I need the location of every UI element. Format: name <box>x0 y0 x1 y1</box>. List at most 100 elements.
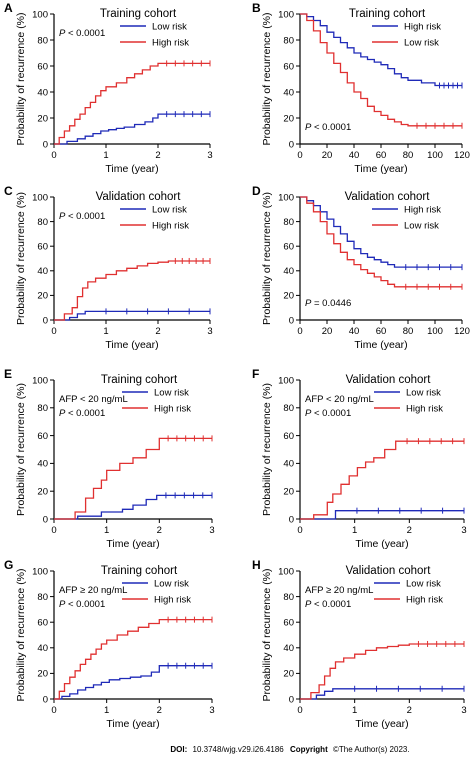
legend-label: High risk <box>404 205 441 216</box>
panel-letter: D <box>252 184 261 198</box>
annotation: P < 0.0001 <box>59 28 105 39</box>
y-tick-label: 0 <box>289 315 294 326</box>
y-tick-label: 40 <box>37 266 48 277</box>
panel-e: E 0 20 40 60 80 100 0 1 2 3 Time (year) Probability … <box>4 367 215 550</box>
x-tick-label: 0 <box>51 150 56 161</box>
km-curve <box>300 440 464 520</box>
km-curve <box>54 437 212 520</box>
y-tick-label: 80 <box>283 35 294 46</box>
y-tick-label: 0 <box>289 514 294 525</box>
legend-label: High risk <box>154 404 191 415</box>
x-tick-label: 2 <box>157 705 162 716</box>
panel-c: C 0 20 40 60 80 100 0 1 2 3 Time (year) Probability … <box>4 184 213 351</box>
y-tick-label: 80 <box>37 217 48 228</box>
annotation: P < 0.0001 <box>59 599 105 610</box>
x-tick-label: 40 <box>349 326 360 337</box>
x-tick-label: 2 <box>155 150 160 161</box>
y-axis-title: Probability of recurrence (%) <box>261 12 273 145</box>
x-tick-label: 1 <box>352 525 357 536</box>
annotation: P < 0.0001 <box>305 122 351 133</box>
panel-letter: C <box>4 184 13 198</box>
x-tick-label: 2 <box>407 705 412 716</box>
legend-label: Low risk <box>152 22 187 33</box>
y-tick-label: 40 <box>37 87 48 98</box>
km-curve <box>54 665 212 700</box>
y-tick-label: 20 <box>37 487 48 498</box>
y-tick-label: 100 <box>278 566 294 577</box>
x-tick-label: 1 <box>103 150 108 161</box>
y-tick-label: 80 <box>283 592 294 603</box>
panel-letter: B <box>252 1 261 15</box>
panel-title: Validation cohort <box>345 191 431 203</box>
footer-doi-label: DOI: <box>170 745 187 754</box>
legend-label: High risk <box>152 221 189 232</box>
y-tick-label: 100 <box>278 9 294 20</box>
y-tick-label: 60 <box>37 618 48 629</box>
x-tick-label: 2 <box>155 326 160 337</box>
panel-g: G 0 20 40 60 80 100 0 1 2 3 Time (year) Probability … <box>4 558 215 730</box>
x-axis-title: Time (year) <box>106 718 159 730</box>
km-curve <box>300 13 462 127</box>
x-tick-label: 3 <box>461 525 466 536</box>
legend-label: Low risk <box>406 579 441 590</box>
km-curve <box>300 688 464 700</box>
y-tick-label: 60 <box>283 242 294 253</box>
legend-label: High risk <box>404 22 441 33</box>
y-tick-label: 100 <box>278 192 294 203</box>
x-tick-label: 3 <box>209 525 214 536</box>
x-axis-title: Time (year) <box>105 339 158 351</box>
panel-title: Validation cohort <box>346 565 432 577</box>
legend-label: Low risk <box>154 579 189 590</box>
panel-title: Training cohort <box>101 374 178 386</box>
y-tick-label: 80 <box>37 403 48 414</box>
y-tick-label: 0 <box>43 694 48 705</box>
y-tick-label: 20 <box>37 669 48 680</box>
y-axis-title: Probability of recurrence (%) <box>261 192 273 325</box>
x-tick-label: 60 <box>376 150 387 161</box>
x-tick-label: 0 <box>297 326 302 337</box>
x-tick-label: 1 <box>103 326 108 337</box>
x-tick-label: 80 <box>403 326 414 337</box>
y-tick-label: 0 <box>43 315 48 326</box>
x-tick-label: 3 <box>461 705 466 716</box>
y-tick-label: 0 <box>43 514 48 525</box>
y-tick-label: 40 <box>283 643 294 654</box>
y-tick-label: 60 <box>283 431 294 442</box>
km-curve <box>54 113 210 145</box>
x-tick-label: 20 <box>322 150 333 161</box>
y-tick-label: 20 <box>283 113 294 124</box>
legend-label: Low risk <box>406 388 441 399</box>
y-tick-label: 100 <box>32 9 48 20</box>
legend-label: Low risk <box>154 388 189 399</box>
panel-letter: A <box>4 1 13 15</box>
x-tick-label: 1 <box>352 705 357 716</box>
y-tick-label: 20 <box>283 291 294 302</box>
y-tick-label: 20 <box>283 487 294 498</box>
annotation: P = 0.0446 <box>305 298 351 309</box>
x-tick-label: 3 <box>209 705 214 716</box>
annotation: AFP ≥ 20 ng/mL <box>59 585 127 596</box>
panel-d: D 0 20 40 60 80 100 0 20 40 60 80 100 120 Time (year) P… <box>252 184 470 351</box>
y-tick-label: 80 <box>37 35 48 46</box>
annotation: P < 0.0001 <box>305 408 351 419</box>
x-tick-label: 0 <box>297 150 302 161</box>
x-axis-title: Time (year) <box>355 718 408 730</box>
panel-b: B 0 20 40 60 80 100 0 20 40 60 80 100 120 Time (year) P… <box>252 1 470 175</box>
legend-label: Low risk <box>404 221 439 232</box>
y-axis-title: Probability of recurrence (%) <box>15 383 27 516</box>
y-tick-label: 100 <box>32 566 48 577</box>
y-tick-label: 80 <box>37 592 48 603</box>
y-axis-title: Probability of recurrence (%) <box>15 12 27 145</box>
y-tick-label: 100 <box>32 192 48 203</box>
x-tick-label: 0 <box>51 326 56 337</box>
legend-label: High risk <box>154 595 191 606</box>
y-tick-label: 60 <box>283 61 294 72</box>
x-axis-title: Time (year) <box>355 538 408 550</box>
footer-doi-value: 10.3748/wjg.v29.i26.4186 <box>193 745 285 754</box>
y-tick-label: 0 <box>289 139 294 150</box>
x-tick-label: 60 <box>376 326 387 337</box>
legend-label: High risk <box>152 38 189 49</box>
km-curve <box>54 494 212 520</box>
panel-letter: G <box>4 558 13 572</box>
